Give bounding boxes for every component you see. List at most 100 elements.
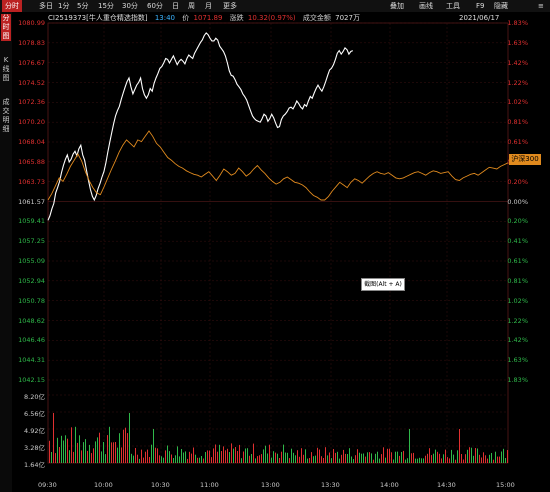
volume-bar [173, 458, 174, 463]
tab-8[interactable]: 周 [188, 2, 195, 10]
tab-1[interactable]: 多日 [39, 2, 53, 10]
tab-10[interactable]: 更多 [223, 2, 237, 10]
volume-bar [481, 457, 482, 463]
volume-bar [233, 448, 234, 463]
volume-bar [207, 450, 208, 463]
volume-bar [145, 451, 146, 463]
volume-bar [155, 447, 156, 463]
volume-bar [109, 426, 110, 463]
volume-bar [273, 451, 274, 463]
price-tick: 1078.83 [18, 38, 45, 47]
time-tick: 09:30 [38, 481, 57, 489]
volume-bar [325, 447, 326, 463]
tab-6[interactable]: 60分 [147, 2, 163, 10]
volume-bar [409, 429, 410, 463]
toolbar-right-1[interactable]: 画线 [419, 2, 433, 10]
percent-tick: 0.61% [507, 138, 528, 146]
volume-bar [467, 449, 468, 463]
percent-tick: 1.83% [507, 19, 528, 27]
tab-4[interactable]: 15分 [98, 2, 114, 10]
volume-bar [245, 448, 246, 463]
volume-bar [175, 455, 176, 463]
toolbar-right-0[interactable]: 叠加 [390, 2, 404, 10]
price-tick: 1076.67 [18, 58, 45, 67]
volume-bar [219, 444, 220, 463]
left-side-tabs: 分 时 图 K 线 图成 交 明 细 [0, 12, 12, 492]
percent-tick: 0.81% [507, 276, 528, 285]
volume-bar [485, 455, 486, 463]
volume-bar [115, 442, 116, 463]
volume-bar [77, 442, 78, 463]
toolbar-right-4[interactable]: 隐藏 [494, 2, 508, 10]
volume-bar [453, 454, 454, 463]
volume-bar [279, 458, 280, 463]
toolbar-right-3[interactable]: F9 [476, 2, 485, 10]
volume-bar [87, 450, 88, 463]
volume-bar [51, 452, 52, 463]
volume-bar [299, 456, 300, 463]
volume-bar [295, 455, 296, 463]
volume-bar [275, 452, 276, 463]
volume-bar [429, 448, 430, 463]
percent-tick: 0.00% [507, 197, 528, 206]
volume-bar [139, 458, 140, 463]
side-tab-2[interactable]: 成 交 明 细 [2, 98, 10, 133]
volume-bar [335, 452, 336, 463]
volume-bar [327, 455, 328, 463]
time-tick: 10:30 [151, 481, 170, 489]
tab-5[interactable]: 30分 [122, 2, 138, 10]
tab-9[interactable]: 月 [205, 2, 212, 10]
tab-2[interactable]: 1分 [58, 2, 70, 10]
volume-bar [433, 453, 434, 463]
menu-icon[interactable]: ≡ [538, 2, 544, 10]
volume-bar [381, 454, 382, 463]
side-tab-1[interactable]: K 线 图 [2, 56, 10, 82]
volume-bar [445, 449, 446, 463]
volume-bar [119, 433, 120, 463]
volume-bar [225, 450, 226, 463]
price-tick: 1068.04 [18, 138, 45, 146]
time-tick: 11:00 [200, 481, 219, 489]
volume-bar [231, 443, 232, 463]
volume-bar [193, 447, 194, 463]
chart-frame [47, 22, 509, 464]
volume-bar [197, 457, 198, 463]
volume-bar [321, 456, 322, 463]
volume-bar [227, 448, 228, 463]
volume-bar [363, 453, 364, 463]
volume-bar [487, 458, 488, 463]
tab-0[interactable]: 分时 [2, 0, 22, 12]
volume-bar [133, 455, 134, 463]
volume-bar [191, 453, 192, 463]
volume-bar [379, 458, 380, 463]
volume-bar [183, 452, 184, 463]
tab-3[interactable]: 5分 [77, 2, 89, 10]
volume-bar [249, 455, 250, 463]
volume-bar [203, 458, 204, 463]
volume-bar [63, 440, 64, 463]
volume-bar [459, 429, 460, 463]
price-label: 价 [182, 14, 190, 22]
time-tick: 15:00 [496, 481, 515, 489]
toolbar-right-2[interactable]: 工具 [446, 2, 460, 10]
volume-bar [271, 457, 272, 463]
volume-bar [131, 453, 132, 463]
volume-tick: 6.56亿 [24, 410, 45, 418]
volume-bar [339, 458, 340, 463]
volume-bar [259, 455, 260, 463]
volume-bar [253, 443, 254, 463]
volume-bar [501, 451, 502, 463]
volume-bar [359, 452, 360, 463]
volume-bar [49, 440, 50, 463]
volume-bar [355, 455, 356, 463]
compare-tag[interactable]: 沪深300 [509, 154, 541, 165]
price-tick: 1061.57 [18, 197, 45, 206]
volume-bar [369, 452, 370, 463]
volume-bar [237, 451, 238, 463]
side-tab-0[interactable]: 分 时 图 [1, 14, 11, 41]
volume-bar [387, 448, 388, 463]
volume-bar [331, 458, 332, 463]
tab-7[interactable]: 日 [172, 2, 179, 10]
index-price-line [47, 32, 354, 221]
volume-bar [431, 455, 432, 463]
